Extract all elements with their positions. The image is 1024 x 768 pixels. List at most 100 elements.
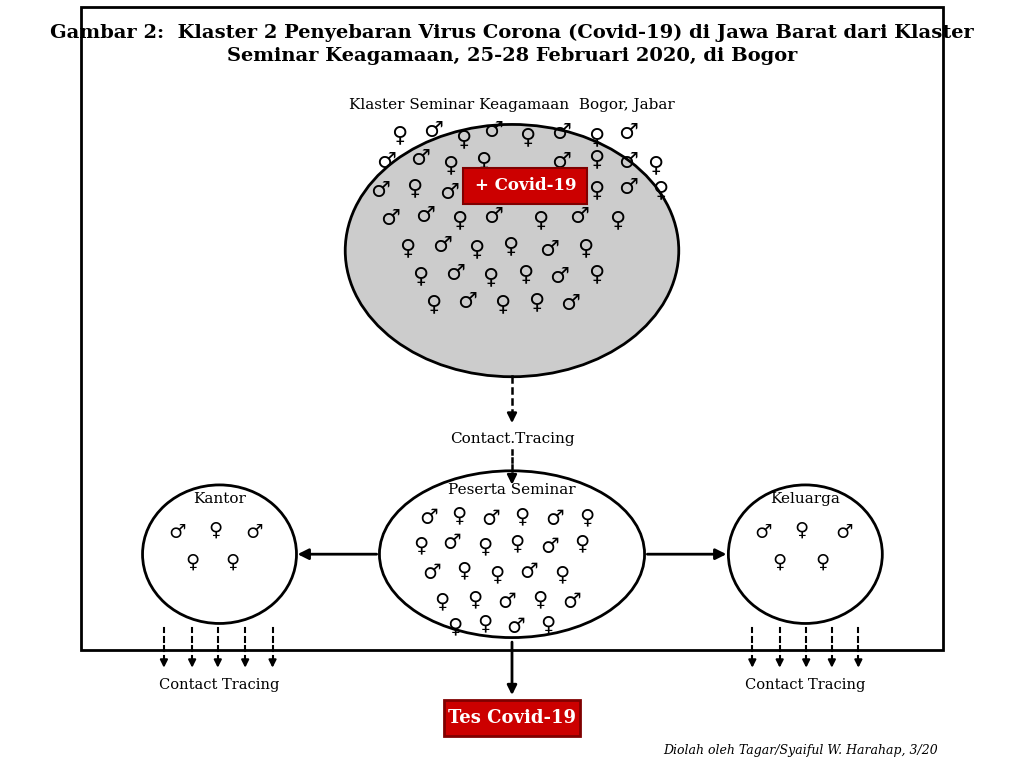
Text: ♂: ♂ [420, 508, 438, 528]
Text: ♀: ♀ [580, 508, 595, 527]
Text: ♂: ♂ [836, 524, 853, 541]
Text: ♀: ♀ [578, 237, 594, 259]
Text: ♂: ♂ [539, 239, 559, 260]
Ellipse shape [142, 485, 297, 624]
Text: ♀: ♀ [532, 210, 548, 232]
Text: ♂: ♂ [438, 182, 459, 204]
Text: Contact Tracing: Contact Tracing [745, 678, 865, 692]
Text: ♂: ♂ [755, 524, 772, 541]
Text: ♂: ♂ [371, 180, 390, 202]
Text: ♀: ♀ [494, 293, 510, 316]
Text: ♂: ♂ [442, 534, 462, 552]
Text: ♀: ♀ [457, 562, 472, 581]
Text: ♀: ♀ [468, 239, 484, 260]
Text: Contact Tracing: Contact Tracing [160, 678, 280, 692]
Text: ♀: ♀ [588, 263, 604, 286]
Text: ♂: ♂ [541, 538, 559, 557]
Text: ♀: ♀ [574, 535, 590, 554]
Text: ♀: ♀ [425, 293, 441, 316]
Bar [81, 7, 943, 650]
Text: ♂: ♂ [562, 594, 582, 612]
Text: Gambar 2:  Klaster 2 Penyebaran Virus Corona (Covid-19) di Jawa Barat dari Klast: Gambar 2: Klaster 2 Penyebaran Virus Cor… [50, 23, 974, 41]
Ellipse shape [380, 471, 644, 637]
Text: ♀: ♀ [609, 210, 626, 232]
Ellipse shape [728, 485, 883, 624]
Text: ♀: ♀ [413, 536, 428, 555]
Text: Contact.Tracing: Contact.Tracing [450, 432, 574, 445]
Text: ♂: ♂ [381, 208, 400, 230]
Text: ♂: ♂ [549, 266, 569, 288]
Text: ♂: ♂ [618, 177, 638, 199]
Text: ♀: ♀ [510, 535, 524, 554]
Text: ♀: ♀ [515, 507, 529, 526]
Text: ♀: ♀ [185, 554, 200, 571]
Bar [463, 167, 587, 204]
Text: ♀: ♀ [588, 126, 604, 147]
Text: ♀: ♀ [815, 554, 829, 571]
Text: ♀: ♀ [208, 521, 222, 539]
Text: ♀: ♀ [391, 124, 408, 146]
Text: ♂: ♂ [618, 122, 638, 144]
Text: ♀: ♀ [467, 590, 482, 609]
Text: ♂: ♂ [415, 204, 435, 227]
Text: ♂: ♂ [245, 524, 262, 541]
Text: Seminar Keagamaan, 25-28 Februari 2020, di Bogor: Seminar Keagamaan, 25-28 Februari 2020, … [226, 47, 798, 65]
Text: ♂: ♂ [483, 120, 503, 142]
Bar [443, 700, 581, 737]
Text: ♀: ♀ [647, 154, 664, 176]
Text: ♂: ♂ [552, 151, 571, 174]
Text: Tes Covid-19: Tes Covid-19 [447, 710, 575, 727]
Text: Diolah oleh Tagar/Syaiful W. Harahap, 3/20: Diolah oleh Tagar/Syaiful W. Harahap, 3/… [664, 744, 938, 757]
Ellipse shape [345, 124, 679, 377]
Text: Peserta Seminar: Peserta Seminar [449, 483, 575, 497]
Text: ♀: ♀ [451, 210, 467, 232]
Text: ♀: ♀ [794, 521, 808, 539]
Text: ♂: ♂ [376, 151, 396, 174]
Text: ♀: ♀ [225, 554, 240, 571]
Text: ♂: ♂ [618, 151, 638, 174]
Text: ♀: ♀ [447, 617, 462, 637]
Text: ♂: ♂ [552, 122, 571, 144]
Text: ♂: ♂ [483, 207, 503, 228]
Text: ♀: ♀ [399, 237, 416, 259]
Text: ♂: ♂ [168, 524, 185, 541]
Text: ♀: ♀ [413, 265, 429, 287]
Text: ♂: ♂ [444, 263, 465, 285]
Text: ♂: ♂ [568, 207, 589, 228]
Text: ♀: ♀ [541, 616, 556, 634]
Text: ♂: ♂ [458, 291, 477, 313]
Text: ♂: ♂ [432, 235, 452, 257]
Text: ♂: ♂ [411, 148, 430, 170]
Text: ♂: ♂ [498, 594, 516, 612]
Text: ♀: ♀ [519, 126, 536, 147]
Text: ♂: ♂ [423, 120, 443, 142]
Text: ♀: ♀ [502, 235, 518, 257]
Text: ♀: ♀ [527, 291, 544, 313]
Text: ♀: ♀ [517, 263, 532, 286]
Text: ♀: ♀ [452, 506, 467, 525]
Text: ♀: ♀ [652, 180, 668, 202]
Text: ♂: ♂ [422, 564, 441, 584]
Text: ♀: ♀ [442, 154, 459, 176]
Text: ♂: ♂ [560, 293, 581, 316]
Text: ♀: ♀ [477, 615, 493, 634]
Text: ♀: ♀ [407, 177, 423, 199]
Text: ♀: ♀ [588, 180, 604, 202]
Text: ♀: ♀ [434, 593, 450, 611]
Text: ♂: ♂ [506, 618, 524, 637]
Text: ♂: ♂ [520, 563, 539, 581]
Text: Klaster Seminar Keagamaan  Bogor, Jabar: Klaster Seminar Keagamaan Bogor, Jabar [349, 98, 675, 112]
Text: ♀: ♀ [482, 266, 499, 288]
Text: ♂: ♂ [546, 511, 564, 529]
Text: ♀: ♀ [475, 150, 492, 172]
Text: ♀: ♀ [772, 554, 786, 571]
Text: + Covid-19: + Covid-19 [474, 177, 577, 194]
Text: ♀: ♀ [477, 538, 493, 557]
Text: Kantor: Kantor [194, 492, 246, 505]
Text: ♀: ♀ [588, 148, 604, 170]
Text: ♀: ♀ [554, 565, 569, 584]
Text: ♀: ♀ [455, 128, 471, 151]
Text: Keluarga: Keluarga [770, 492, 841, 505]
Text: ♂: ♂ [481, 511, 500, 529]
Text: ♀: ♀ [489, 565, 504, 584]
